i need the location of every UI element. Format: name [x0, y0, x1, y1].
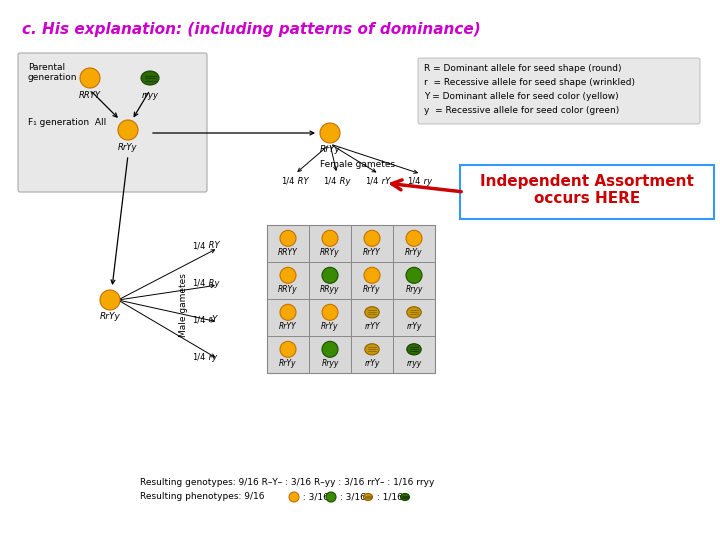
Circle shape: [364, 231, 380, 246]
Circle shape: [322, 305, 338, 320]
Text: Y = Dominant allele for seed color (yellow): Y = Dominant allele for seed color (yell…: [424, 92, 618, 101]
Text: Rryy: Rryy: [321, 359, 338, 368]
Text: RrYy: RrYy: [364, 285, 381, 294]
Text: Ry: Ry: [206, 279, 220, 287]
Circle shape: [280, 341, 296, 357]
Text: Resulting phenotypes: 9/16: Resulting phenotypes: 9/16: [140, 492, 264, 501]
Text: Female gametes: Female gametes: [320, 160, 395, 169]
Text: 1/4: 1/4: [407, 177, 420, 186]
Circle shape: [280, 267, 296, 284]
Circle shape: [406, 231, 422, 246]
Text: : 1/16: : 1/16: [374, 492, 403, 501]
Text: RY: RY: [206, 241, 220, 251]
Text: c. His explanation: (including patterns of dominance): c. His explanation: (including patterns …: [22, 22, 481, 37]
Text: RRyy: RRyy: [320, 285, 340, 294]
Circle shape: [118, 120, 138, 140]
Text: RrYY: RrYY: [363, 248, 381, 258]
Text: Resulting genotypes: 9/16 R–Y– : 3/16 R–yy : 3/16 rrY– : 1/16 rryy: Resulting genotypes: 9/16 R–Y– : 3/16 R–…: [140, 478, 434, 487]
Ellipse shape: [400, 494, 410, 501]
Ellipse shape: [365, 344, 379, 355]
Text: 1/4: 1/4: [281, 177, 294, 186]
Text: RrYy: RrYy: [320, 145, 341, 154]
Text: R = Dominant allele for seed shape (round): R = Dominant allele for seed shape (roun…: [424, 64, 621, 73]
Text: r  = Recessive allele for seed shape (wrinkled): r = Recessive allele for seed shape (wri…: [424, 78, 635, 87]
Text: RrYy: RrYy: [279, 359, 297, 368]
Text: ry: ry: [421, 177, 432, 186]
Text: 1/4: 1/4: [323, 177, 336, 186]
Text: rrYy: rrYy: [406, 322, 422, 332]
Text: Male gametes: Male gametes: [179, 273, 187, 337]
Text: : 3/16: : 3/16: [300, 492, 329, 501]
Text: rY: rY: [206, 315, 217, 325]
Text: Rryy: Rryy: [405, 285, 423, 294]
Text: rrYY: rrYY: [364, 322, 379, 332]
Text: Parental
generation: Parental generation: [28, 63, 78, 83]
FancyBboxPatch shape: [267, 225, 435, 373]
FancyBboxPatch shape: [460, 165, 714, 219]
Text: F₁ generation  All: F₁ generation All: [28, 118, 107, 127]
Ellipse shape: [141, 71, 159, 85]
Text: RrYy: RrYy: [321, 322, 338, 332]
Text: RrYy: RrYy: [118, 143, 138, 152]
Circle shape: [100, 290, 120, 310]
Circle shape: [289, 492, 299, 502]
Text: Ry: Ry: [337, 177, 351, 186]
Text: 1/4: 1/4: [192, 279, 205, 287]
Text: 1/4: 1/4: [192, 315, 205, 325]
Circle shape: [322, 231, 338, 246]
Text: RrYy: RrYy: [99, 312, 120, 321]
Text: 1/4: 1/4: [192, 353, 205, 361]
Circle shape: [326, 492, 336, 502]
Text: Independent Assortment
occurs HERE: Independent Assortment occurs HERE: [480, 174, 694, 206]
Text: RrYy: RrYy: [405, 248, 423, 258]
Circle shape: [364, 267, 380, 284]
Text: 1/4: 1/4: [192, 241, 205, 251]
Text: RRYy: RRYy: [278, 285, 298, 294]
Circle shape: [320, 123, 340, 143]
Text: : 3/16: : 3/16: [337, 492, 366, 501]
Circle shape: [406, 267, 422, 284]
Ellipse shape: [364, 494, 372, 501]
Text: y  = Recessive allele for seed color (green): y = Recessive allele for seed color (gre…: [424, 106, 619, 115]
Text: RY: RY: [295, 177, 309, 186]
FancyBboxPatch shape: [18, 53, 207, 192]
Text: rrYy: rrYy: [364, 359, 379, 368]
Circle shape: [322, 267, 338, 284]
Circle shape: [322, 341, 338, 357]
Ellipse shape: [407, 344, 421, 355]
FancyBboxPatch shape: [418, 58, 700, 124]
Text: RRYY: RRYY: [79, 91, 101, 100]
Text: ry: ry: [206, 353, 217, 361]
Text: RRYy: RRYy: [320, 248, 340, 258]
Text: 1/4: 1/4: [364, 177, 378, 186]
Circle shape: [280, 231, 296, 246]
Circle shape: [80, 68, 100, 88]
Circle shape: [280, 305, 296, 320]
Text: RRYY: RRYY: [278, 248, 298, 258]
Text: rY: rY: [379, 177, 390, 186]
Text: rryy: rryy: [406, 359, 422, 368]
Text: rryy: rryy: [142, 91, 158, 100]
Text: RrYY: RrYY: [279, 322, 297, 332]
Ellipse shape: [365, 307, 379, 318]
Ellipse shape: [407, 307, 421, 318]
